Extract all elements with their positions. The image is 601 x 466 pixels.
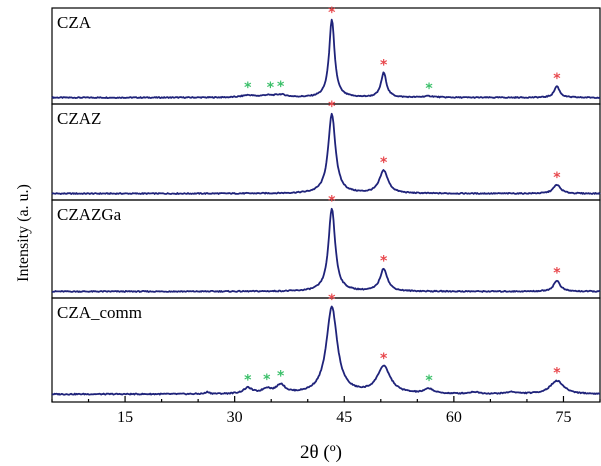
cu-peak-marker: * xyxy=(328,292,336,308)
panel-3: CZA_comm * * * * * * * xyxy=(51,292,601,403)
zno-peak-marker: * xyxy=(425,81,433,97)
panels: CZA**** * * *CZAZ***CZAZGa***CZA_comm**** * *… xyxy=(51,5,601,403)
cu-peak-marker: * xyxy=(380,155,388,171)
cu-peak-marker: * xyxy=(380,351,388,367)
cu-peak-marker: * xyxy=(380,254,388,270)
cu-peak-marker: * xyxy=(553,366,561,382)
zno-peak-marker: * xyxy=(425,373,433,389)
series-line xyxy=(51,207,601,293)
x-tick-label: 75 xyxy=(555,409,571,426)
x-tick-label: 30 xyxy=(227,409,243,426)
series-line xyxy=(51,18,601,99)
zno-peak-marker: * xyxy=(267,80,275,96)
cu-peak-marker: * xyxy=(380,58,388,74)
cu-peak-marker: * xyxy=(553,266,561,282)
y-axis-title: Intensity (a. u.) xyxy=(15,184,32,282)
panel-frame xyxy=(51,297,601,403)
panel-frame xyxy=(51,7,601,105)
zno-peak-marker: * xyxy=(263,372,271,388)
panel-label: CZA xyxy=(57,13,92,32)
zno-peak-marker: * xyxy=(277,368,285,384)
x-axis-title: 2θ (º) xyxy=(300,442,342,463)
x-tick-label: 45 xyxy=(336,409,352,426)
x-tick-label: 15 xyxy=(117,409,133,426)
cu-peak-marker: * xyxy=(328,5,336,21)
x-axis: 15 30 45 60 75 xyxy=(51,396,601,426)
cu-peak-marker: * xyxy=(328,194,336,210)
panel-frame xyxy=(51,199,601,299)
panel-label: CZA_comm xyxy=(57,303,142,322)
panel-label: CZAZGa xyxy=(57,205,122,224)
zno-peak-marker: * xyxy=(244,372,252,388)
panel-label: CZAZ xyxy=(57,109,101,128)
panel-1: CZAZ * * * xyxy=(51,99,601,201)
x-tick-label: 60 xyxy=(446,409,462,426)
cu-peak-marker: * xyxy=(328,99,336,115)
panel-2: CZAZGa * * * xyxy=(51,194,601,299)
series-line xyxy=(51,112,601,195)
series-line xyxy=(51,305,600,396)
panel-frame xyxy=(51,103,601,201)
cu-peak-marker: * xyxy=(553,170,561,186)
panel-0: CZA**** * * * xyxy=(51,5,601,105)
cu-peak-marker: * xyxy=(553,71,561,87)
zno-peak-marker: * xyxy=(244,80,252,96)
zno-peak-marker: * xyxy=(277,79,285,95)
